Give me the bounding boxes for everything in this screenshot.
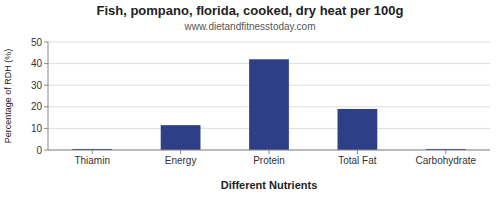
x-tick [269,150,270,154]
subtitle: www.dietandfitnesstoday.com [184,21,316,32]
x-axis: Thiamin Energy Protein Total Fat Carbohydrat… [74,150,476,166]
x-tick [357,150,358,154]
y-tick [44,85,48,86]
y-tick-label: 10 [31,123,43,134]
chart: Fish, pompano, florida, cooked, dry heat… [0,0,500,200]
y-axis-title: Percentage of RDH (%) [3,49,13,144]
grid-line [48,42,490,43]
y-tick-label: 0 [36,145,42,156]
bars [72,59,465,150]
x-tick-label: Protein [253,155,285,166]
x-tick-label: Total Fat [338,155,377,166]
bar [249,59,289,150]
x-tick [180,150,181,154]
y-tick [44,42,48,43]
x-tick [92,150,93,154]
y-tick-label: 20 [31,101,43,112]
y-tick [44,106,48,107]
x-tick [445,150,446,154]
y-tick [44,150,48,151]
y-tick-label: 50 [31,37,43,48]
x-tick-label: Energy [165,155,197,166]
y-tick [44,128,48,129]
x-tick-label: Carbohydrate [416,155,477,166]
y-tick [44,63,48,64]
bar [338,109,378,150]
x-axis-title: Different Nutrients [221,179,318,191]
y-axis-line [48,42,49,150]
chart-container: Fish, pompano, florida, cooked, dry heat… [0,0,500,200]
y-tick-label: 40 [31,58,43,69]
x-tick-label: Thiamin [74,155,110,166]
y-axis: 0 10 20 30 40 50 [31,37,490,156]
bar [161,125,201,150]
y-tick-label: 30 [31,80,43,91]
title: Fish, pompano, florida, cooked, dry heat… [96,3,403,18]
